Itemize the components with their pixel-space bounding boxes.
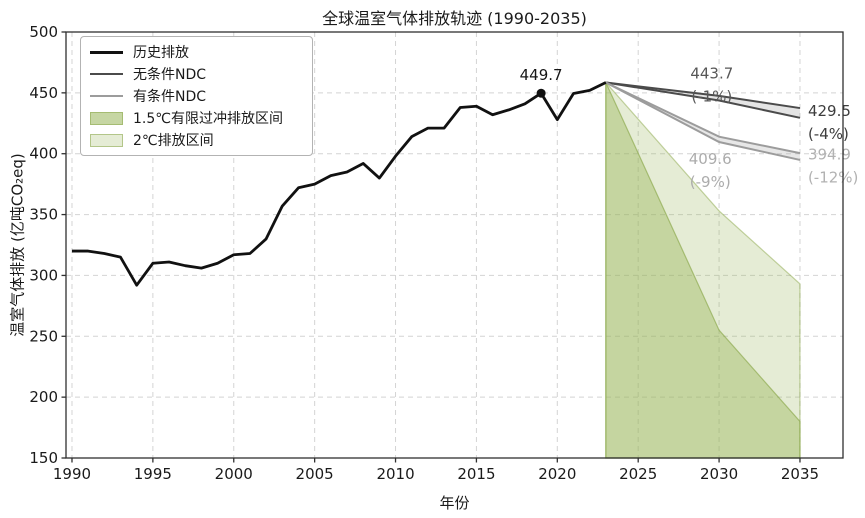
tick-label-y: 250 (29, 327, 58, 345)
scenario-region (605, 82, 801, 459)
tick-label-x: 1990 (53, 465, 91, 483)
ndc-band-upper-line (605, 81, 801, 110)
legend-label: 2℃排放区间 (133, 133, 214, 149)
legend-item-4: 2℃排放区间 (90, 132, 302, 149)
tick-label-y: 500 (29, 23, 58, 41)
annotation-cond-2030: 409.6 (-9%) (689, 150, 732, 191)
legend-item-2: 有条件NDC (90, 88, 302, 105)
tick-label-x: 2025 (619, 465, 657, 483)
chart-title: 全球温室气体排放轨迹 (1990-2035) (322, 9, 587, 28)
tick-label-x: 2000 (215, 465, 253, 483)
tick-label-x: 2030 (700, 465, 738, 483)
legend-label: 历史排放 (133, 45, 189, 61)
tick-label-x: 2020 (538, 465, 576, 483)
annotation-cond-2035: 394.9 (-12%) (808, 146, 858, 187)
annotation-uncond-2035: 429.5 (-4%) (808, 102, 851, 143)
legend-line-swatch (90, 95, 123, 97)
tick-label-x: 2015 (457, 465, 495, 483)
tick-label-x: 2005 (296, 465, 334, 483)
legend-label: 无条件NDC (133, 67, 207, 83)
plot-border (65, 31, 844, 459)
legend-patch-swatch (90, 111, 123, 125)
legend: 历史排放无条件NDC 有条件NDC 1.5℃有限过冲排放区间 2℃排放区间 (80, 36, 313, 156)
legend-item-3: 1.5℃有限过冲排放区间 (90, 110, 302, 127)
annotation-uncond-2030: 443.7 (-1%) (690, 65, 733, 106)
historical-line (71, 81, 607, 287)
legend-line-swatch (90, 73, 123, 75)
legend-label: 有条件NDC (133, 89, 207, 105)
legend-label: 1.5℃有限过冲排放区间 (133, 111, 283, 127)
ndc-band-upper-line (605, 81, 801, 155)
tick-label-y: 300 (29, 266, 58, 284)
peak-marker (536, 88, 546, 98)
legend-line-swatch (90, 50, 123, 54)
tick-label-y: 350 (29, 206, 58, 224)
tick-label-x: 2035 (781, 465, 819, 483)
legend-patch-swatch (90, 133, 123, 147)
ndc-band-fill (605, 82, 800, 160)
ndc-band-lower-line (605, 81, 801, 161)
legend-item-1: 无条件NDC (90, 66, 302, 83)
legend-item-0: 历史排放 (90, 44, 302, 61)
tick-label-x: 1995 (134, 465, 172, 483)
tick-label-y: 450 (29, 84, 58, 102)
x-axis-label: 年份 (439, 494, 470, 512)
tick-label-y: 150 (29, 449, 58, 467)
tick-label-x: 2010 (376, 465, 414, 483)
tick-label-y: 200 (29, 388, 58, 406)
ndc-band-lower-line (605, 81, 801, 119)
annotation-peak-2019: 449.7 (520, 66, 563, 84)
tick-label-y: 400 (29, 145, 58, 163)
